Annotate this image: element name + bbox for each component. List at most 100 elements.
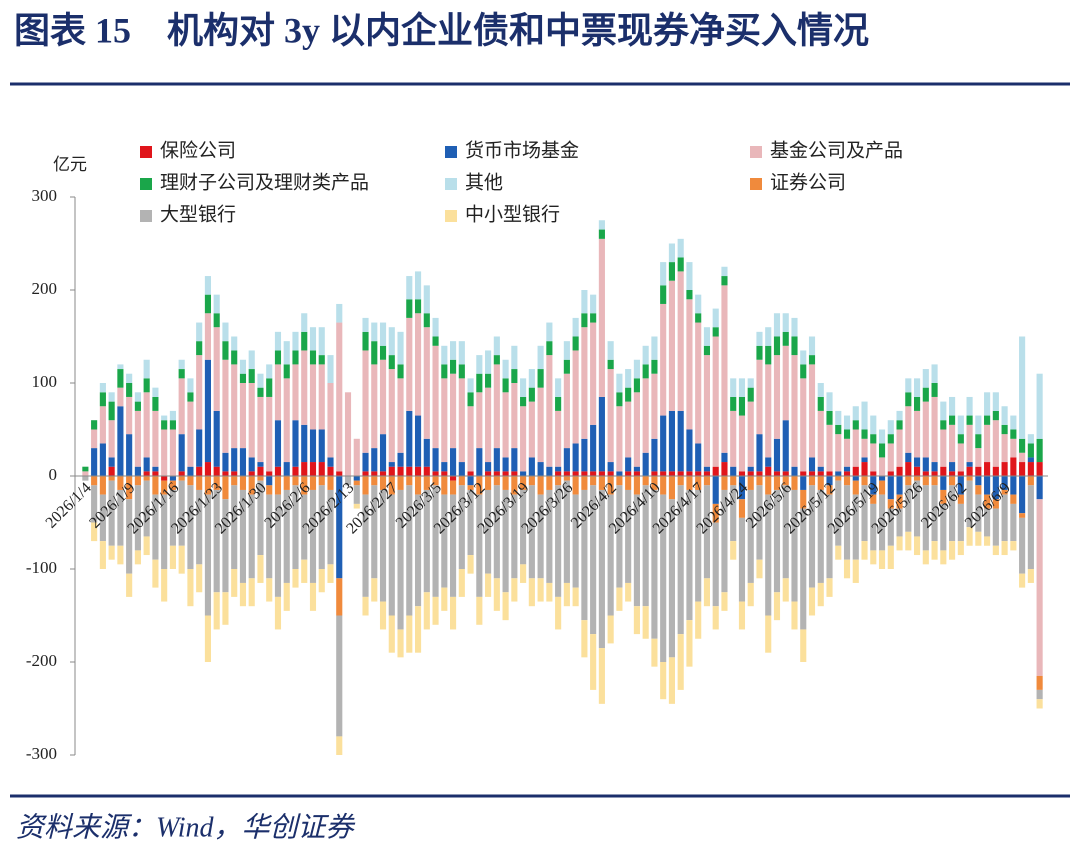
- bar-segment: [126, 499, 133, 574]
- bar-segment: [607, 494, 614, 616]
- bar-segment: [327, 564, 334, 583]
- bar-segment: [1027, 485, 1034, 569]
- bar-segment: [108, 545, 115, 560]
- bar-segment: [169, 410, 176, 421]
- bar-segment: [476, 355, 483, 374]
- bar-segment: [703, 466, 711, 472]
- bar-segment: [765, 327, 772, 346]
- bar-segment: [598, 229, 605, 239]
- bar-segment: [248, 369, 255, 383]
- bar-segment: [905, 476, 912, 486]
- bar-segment: [563, 359, 570, 374]
- bar-segment: [931, 364, 938, 383]
- bar-segment: [204, 294, 212, 314]
- bar-segment: [975, 415, 982, 435]
- bar-segment: [808, 471, 816, 476]
- bar-segment: [309, 489, 317, 583]
- bar-segment: [222, 322, 229, 342]
- bar-segment: [1001, 434, 1008, 463]
- bar-segment: [730, 378, 737, 397]
- bar-segment: [756, 434, 763, 472]
- bar-segment: [747, 466, 754, 472]
- bar-segment: [949, 485, 956, 542]
- bar-segment: [966, 396, 973, 416]
- bar-segment: [485, 350, 492, 374]
- bar-segment: [274, 494, 282, 597]
- bar-segment: [520, 489, 527, 565]
- bar-segment: [765, 345, 772, 365]
- bar-segment: [668, 410, 675, 472]
- bar-segment: [817, 396, 824, 411]
- bar-segment: [1027, 569, 1034, 583]
- bar-segment: [257, 387, 264, 397]
- bar-segment: [318, 355, 325, 365]
- bar-segment: [1036, 462, 1043, 476]
- bar-segment: [1036, 675, 1043, 690]
- bar-segment: [502, 592, 509, 621]
- bar-segment: [835, 471, 842, 476]
- bar-segment: [651, 476, 658, 490]
- bar-segment: [248, 457, 255, 472]
- bar-segment: [651, 438, 658, 472]
- bar-segment: [248, 383, 255, 458]
- bar-segment: [117, 369, 124, 388]
- bar-segment: [808, 485, 816, 588]
- bar-segment: [204, 476, 212, 495]
- bar-segment: [747, 471, 754, 476]
- bar-segment: [336, 736, 343, 755]
- bar-segment: [467, 485, 474, 490]
- bar-segment: [765, 476, 772, 495]
- bar-segment: [957, 541, 964, 556]
- bar-segment: [843, 466, 851, 472]
- bar-segment: [563, 480, 570, 583]
- bar-segment: [555, 476, 562, 486]
- bar-segment: [187, 569, 194, 607]
- bar-segment: [1019, 438, 1026, 453]
- bar-segment: [493, 355, 500, 365]
- bar-segment: [677, 476, 684, 486]
- bar-segment: [520, 378, 527, 397]
- bar-segment: [572, 443, 579, 472]
- bar-segment: [117, 545, 124, 565]
- bar-segment: [1010, 541, 1017, 551]
- bar-segment: [537, 369, 544, 388]
- bar-segment: [152, 387, 159, 397]
- bar-segment: [616, 406, 623, 472]
- bar-segment: [344, 476, 352, 486]
- bar-segment: [1019, 462, 1026, 476]
- bar-segment: [82, 471, 89, 476]
- bar-segment: [581, 327, 588, 439]
- bar-segment: [703, 355, 711, 467]
- bar-segment: [607, 471, 614, 476]
- bar-segment: [966, 424, 973, 463]
- bar-segment: [266, 396, 273, 472]
- bar-segment: [870, 494, 877, 504]
- bar-segment: [222, 341, 229, 360]
- bar-segment: [414, 494, 422, 607]
- bar-segment: [1027, 476, 1034, 486]
- bar-segment: [581, 471, 588, 476]
- bar-segment: [117, 364, 124, 370]
- bar-segment: [213, 313, 220, 328]
- bar-segment: [248, 350, 255, 370]
- bar-segment: [336, 322, 343, 472]
- bar-segment: [1010, 494, 1017, 504]
- bar-segment: [143, 471, 150, 476]
- bar-segment: [1001, 494, 1008, 542]
- bar-segment: [143, 480, 150, 537]
- bar-segment: [423, 313, 430, 328]
- bar-segment: [99, 443, 106, 476]
- bar-segment: [913, 410, 921, 458]
- bar-segment: [590, 322, 597, 425]
- bar-segment: [721, 285, 728, 453]
- bar-segment: [1027, 462, 1034, 476]
- bar-segment: [949, 415, 956, 425]
- bar-segment: [414, 415, 422, 467]
- bar-segment: [913, 476, 921, 481]
- bar-segment: [467, 392, 474, 407]
- bar-segment: [913, 536, 921, 556]
- bar-segment: [318, 476, 325, 486]
- bar-segment: [555, 396, 562, 411]
- bar-segment: [721, 476, 728, 490]
- bar-segment: [485, 476, 492, 490]
